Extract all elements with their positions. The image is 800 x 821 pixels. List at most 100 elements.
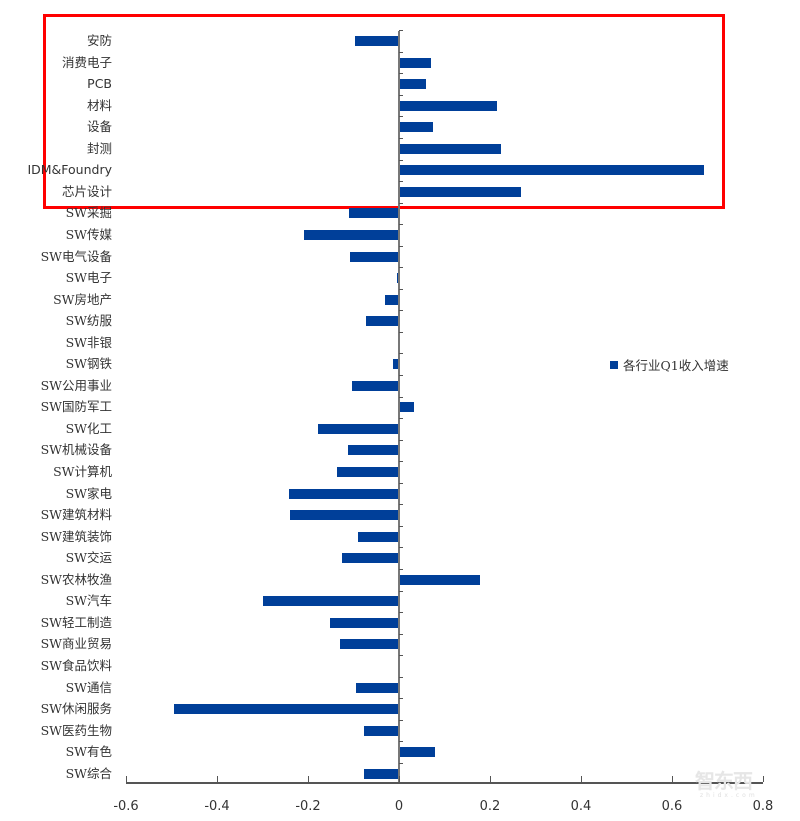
category-label: SW传媒 [65, 226, 112, 242]
bar [288, 488, 399, 499]
x-tick-label: -0.4 [204, 799, 230, 814]
x-tick [672, 776, 673, 782]
category-label: 设备 [86, 119, 112, 135]
bar [393, 359, 399, 370]
y-tick [399, 418, 403, 420]
category-label: SW非银 [65, 334, 112, 350]
x-tick [581, 776, 582, 782]
bar [396, 273, 399, 284]
y-tick [399, 73, 403, 75]
y-tick [399, 676, 403, 678]
category-label: SW房地产 [53, 291, 112, 307]
y-tick [399, 159, 403, 161]
bar [174, 704, 399, 715]
y-tick [399, 741, 403, 743]
y-tick [399, 439, 403, 441]
y-tick [399, 719, 403, 721]
category-label: SW钢铁 [65, 356, 112, 372]
bar [290, 510, 399, 521]
category-label: SW轻工制造 [40, 614, 112, 630]
y-tick [399, 116, 403, 118]
y-tick [399, 525, 403, 527]
category-label: 芯片设计 [61, 183, 112, 199]
y-tick [399, 267, 403, 269]
y-tick [399, 698, 403, 700]
y-tick [399, 331, 403, 333]
watermark-logo: 智东西 [695, 769, 753, 793]
y-tick [399, 310, 403, 312]
bar [399, 100, 497, 111]
watermark-url: zhidx.com [700, 792, 758, 799]
y-tick [399, 633, 403, 635]
y-tick [399, 137, 403, 139]
bar [399, 402, 415, 413]
bar [339, 639, 399, 650]
category-label: SW计算机 [53, 464, 112, 479]
bar [348, 445, 399, 456]
x-tick-label: -0.2 [295, 799, 321, 814]
bar [399, 747, 435, 758]
category-label: SW国防军工 [40, 399, 112, 415]
x-tick [308, 776, 309, 782]
x-tick-label: 0.8 [752, 799, 774, 814]
category-label: 安防 [86, 33, 112, 48]
bar [399, 574, 480, 585]
y-tick [399, 612, 403, 614]
category-label: SW医药生物 [40, 722, 112, 738]
x-tick [217, 776, 218, 782]
x-tick-label: 0 [394, 799, 404, 814]
bar [342, 553, 399, 564]
y-tick [399, 568, 403, 570]
category-label: SW建筑材料 [40, 507, 112, 523]
legend: 各行业Q1收入增速 [610, 355, 729, 374]
category-label: SW综合 [65, 765, 112, 781]
bar [318, 423, 399, 434]
category-label: SW电气设备 [40, 248, 112, 264]
x-tick-label: -0.6 [113, 799, 139, 814]
category-label: SW汽车 [65, 593, 112, 609]
bar [351, 380, 399, 391]
category-label: SW有色 [65, 744, 112, 760]
category-label: SW建筑装饰 [40, 528, 112, 544]
bar [363, 725, 399, 736]
bar [399, 186, 521, 197]
bar [304, 229, 399, 240]
category-label: SW农林牧渔 [40, 571, 112, 587]
category-label: SW交运 [65, 550, 112, 566]
category-label: SW家电 [65, 485, 112, 501]
y-tick [399, 288, 403, 290]
category-label: SW通信 [65, 679, 112, 695]
bar [348, 208, 399, 219]
y-tick [399, 202, 403, 204]
legend-label: 各行业Q1收入增速 [623, 358, 729, 373]
y-tick [399, 504, 403, 506]
category-label: SW食品饮料 [40, 657, 112, 673]
category-label: IDM&Foundry [27, 162, 112, 178]
category-label: SW休闲服务 [40, 701, 112, 717]
category-label: SW机械设备 [40, 442, 112, 458]
category-label: SW化工 [65, 420, 112, 436]
y-tick [399, 94, 403, 96]
x-tick [490, 776, 491, 782]
x-tick-label: 0.6 [661, 799, 683, 814]
y-tick [399, 245, 403, 247]
y-tick [399, 655, 403, 657]
bar [363, 768, 399, 779]
category-label: SW采掘 [65, 205, 112, 221]
y-axis-line [398, 31, 400, 782]
bar [399, 122, 434, 133]
bar [356, 682, 399, 693]
y-tick [399, 461, 403, 463]
category-label: 消费电子 [61, 54, 112, 70]
bar [358, 531, 399, 542]
bar [399, 165, 704, 176]
bar [329, 617, 399, 628]
x-tick [763, 776, 764, 782]
x-tick-label: 0.2 [479, 799, 501, 814]
category-label: PCB [87, 76, 112, 92]
bar [354, 36, 399, 46]
bar [336, 467, 399, 477]
y-tick [399, 375, 403, 377]
y-tick [399, 396, 403, 398]
